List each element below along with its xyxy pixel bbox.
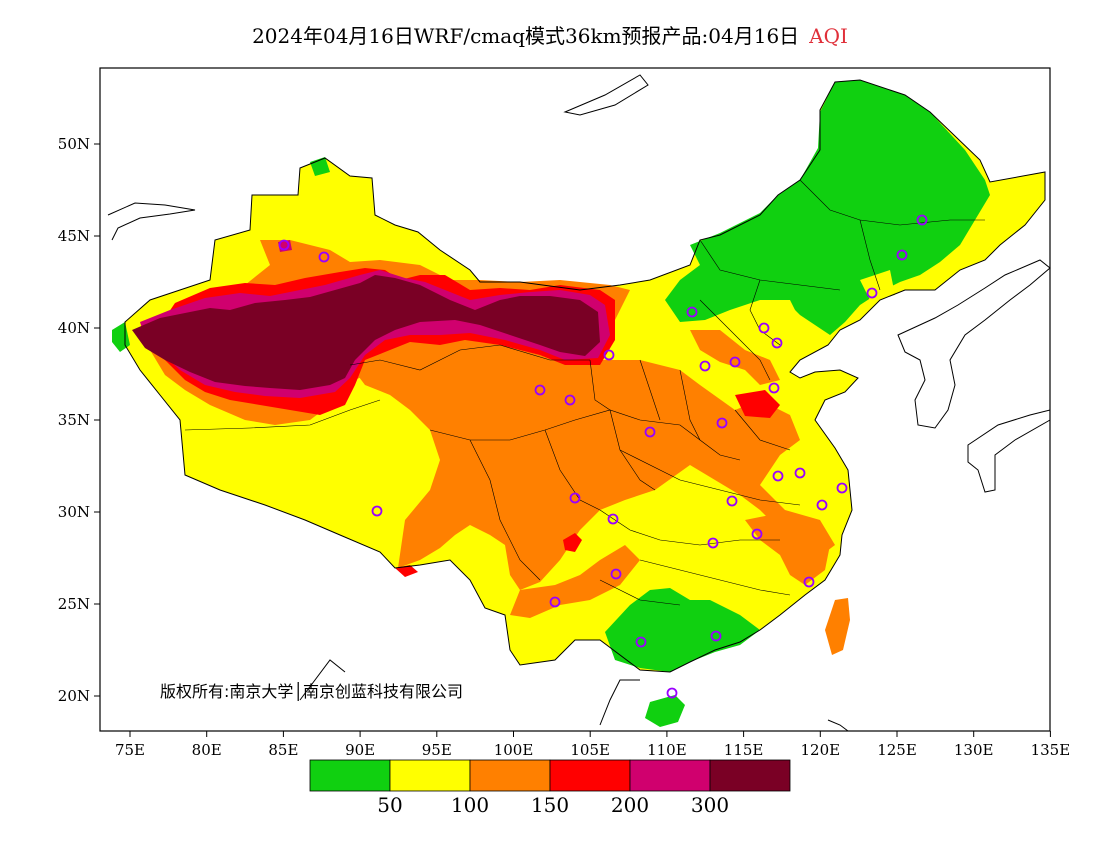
station-marker <box>707 537 719 549</box>
lon-tick-label: 90E <box>345 741 375 759</box>
station-marker <box>318 251 330 263</box>
lon-tick-label: 110E <box>647 741 687 759</box>
lon-tick-label: 115E <box>724 741 764 759</box>
title-main: 2024年04月16日WRF/cmaq模式36km预报产品:04月16日 <box>252 24 800 48</box>
longitude-axis: 75E 80E 85E 90E 95E 100E 105E 110E 115E 120E 125E 1… <box>115 731 1070 759</box>
region-hainan <box>645 695 685 727</box>
station-marker <box>751 528 763 540</box>
colorbar-swatch <box>709 759 791 792</box>
station-marker <box>716 417 728 429</box>
neighbor-coastlines <box>107 74 1051 732</box>
colorbar-label: 100 <box>451 793 489 817</box>
station-marker <box>729 356 741 368</box>
region-orange-se <box>745 515 830 585</box>
lat-tick-label: 20N <box>58 687 90 705</box>
colorbar-label: 200 <box>611 793 649 817</box>
station-marker <box>768 382 780 394</box>
station-marker <box>794 467 806 479</box>
lon-tick-label: 105E <box>570 741 610 759</box>
lat-tick-label: 40N <box>58 319 90 337</box>
colorbar-label: 150 <box>531 793 569 817</box>
station-marker <box>686 306 698 318</box>
region-red-hotspot-sichuan <box>563 533 582 552</box>
lat-tick-label: 45N <box>58 227 90 245</box>
lon-tick-label: 75E <box>115 741 145 759</box>
lon-tick-label: 80E <box>192 741 222 759</box>
aqi-colorbar: 50 100 150 200 300 <box>309 759 791 817</box>
station-marker <box>371 505 383 517</box>
station-marker <box>278 239 290 251</box>
lat-tick-label: 25N <box>58 595 90 613</box>
region-orange-sw <box>510 545 640 618</box>
latitude-axis: 50N 45N 40N 35N 30N 25N 20N <box>58 135 100 705</box>
colorbar-swatch <box>629 759 711 792</box>
station-marker <box>635 636 647 648</box>
region-red-hotspot-henan <box>735 390 780 418</box>
colorbar-swatch <box>549 759 631 792</box>
region-red-hotspot-tibet <box>395 565 418 577</box>
colorbar-label: 300 <box>691 793 729 817</box>
colorbar-swatch <box>469 759 551 792</box>
station-marker <box>816 499 828 511</box>
station-marker <box>699 360 711 372</box>
station-marker <box>603 349 615 361</box>
colorbar-label: 50 <box>377 793 402 817</box>
station-marker <box>564 394 576 406</box>
lon-tick-label: 100E <box>494 741 534 759</box>
station-marker <box>772 470 784 482</box>
region-yellow-spot-2 <box>760 300 800 330</box>
lat-tick-label: 50N <box>58 135 90 153</box>
region-taiwan <box>825 598 850 655</box>
lon-tick-label: 125E <box>877 741 917 759</box>
region-yellow-spot-1 <box>860 270 895 300</box>
station-marker <box>758 322 770 334</box>
station-marker <box>726 495 738 507</box>
map-content <box>112 80 1045 727</box>
lat-tick-label: 30N <box>58 503 90 521</box>
region-orange-central <box>350 345 835 590</box>
province-boundaries <box>124 79 1046 673</box>
lon-tick-label: 85E <box>268 741 298 759</box>
lon-tick-label: 130E <box>954 741 994 759</box>
map-title: 2024年04月16日WRF/cmaq模式36km预报产品:04月16日 AQI <box>0 20 1100 49</box>
station-marker <box>666 687 678 699</box>
station-marker <box>549 596 561 608</box>
copyright-text: 版权所有:南京大学│南京创蓝科技有限公司 <box>160 681 463 701</box>
station-marker <box>771 337 783 349</box>
station-marker <box>710 630 722 642</box>
lon-tick-label: 135E <box>1031 741 1071 759</box>
station-marker <box>836 482 848 494</box>
lon-tick-label: 95E <box>422 741 452 759</box>
station-marker <box>803 576 815 588</box>
colorbar-swatch <box>389 759 471 792</box>
station-marker <box>610 568 622 580</box>
station-marker <box>644 426 656 438</box>
lon-tick-label: 120E <box>801 741 841 759</box>
station-marker <box>534 384 546 396</box>
title-variable: AQI <box>809 24 848 48</box>
station-markers <box>278 214 928 699</box>
region-green-south <box>605 588 760 672</box>
lat-tick-label: 35N <box>58 411 90 429</box>
station-marker <box>607 513 619 525</box>
station-marker <box>866 287 878 299</box>
region-maroon <box>132 275 600 390</box>
colorbar-swatch <box>309 759 391 792</box>
station-marker <box>896 249 908 261</box>
station-marker <box>916 214 928 226</box>
station-marker <box>569 492 581 504</box>
